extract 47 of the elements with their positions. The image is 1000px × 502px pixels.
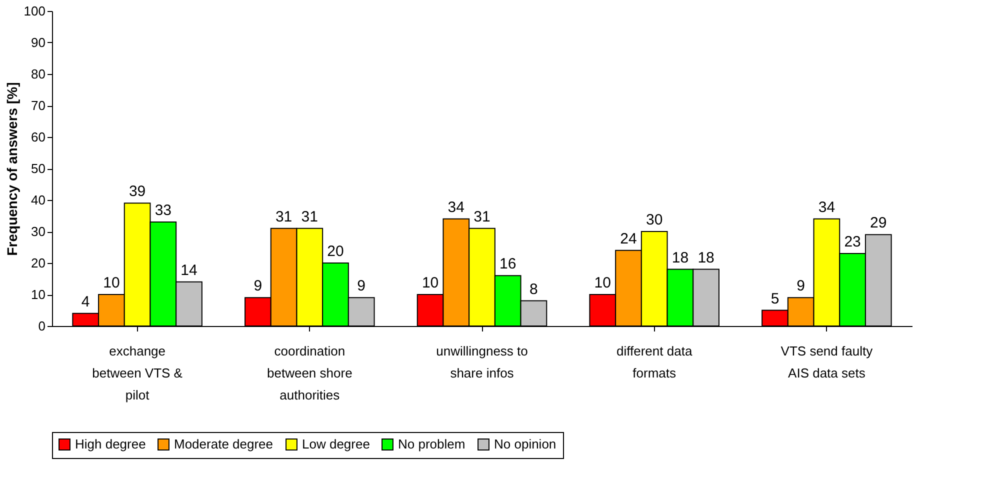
y-tick-label: 10 xyxy=(31,287,46,302)
data-label: 10 xyxy=(422,274,439,292)
data-label: 14 xyxy=(180,262,198,279)
legend-label: Low degree xyxy=(302,436,370,452)
legend-label: High degree xyxy=(75,436,146,452)
data-label: 30 xyxy=(646,212,663,228)
legend-label: Moderate degree xyxy=(174,436,274,452)
data-label: 31 xyxy=(474,208,490,226)
data-label: 33 xyxy=(154,202,172,220)
x-tick-label: coordination between shore authorities xyxy=(267,344,352,402)
data-label: 10 xyxy=(103,274,120,292)
data-label: 24 xyxy=(620,230,637,248)
data-label: 34 xyxy=(448,198,464,216)
data-label: 31 xyxy=(301,208,318,226)
x-tick-label: VTS send faulty AIS data sets xyxy=(780,344,874,380)
legend-label: No opinion xyxy=(494,436,556,452)
data-label: 5 xyxy=(770,290,780,308)
data-label: 29 xyxy=(870,214,887,232)
y-tick-label: 70 xyxy=(31,98,46,113)
y-tick-label: 30 xyxy=(31,224,46,239)
data-label: 10 xyxy=(594,274,611,292)
data-label: 8 xyxy=(530,280,538,298)
y-tick-label: 0 xyxy=(38,318,46,334)
data-label: 31 xyxy=(275,208,292,226)
data-label: 9 xyxy=(796,278,806,295)
y-axis-title: Frequency of answers [%] xyxy=(4,82,20,256)
data-label: 9 xyxy=(357,278,366,295)
data-label: 9 xyxy=(254,278,262,295)
data-label: 23 xyxy=(844,234,861,251)
y-tick-label: 80 xyxy=(31,66,46,82)
x-tick-label: exchange between VTS & pilot xyxy=(92,344,183,402)
y-tick-label: 90 xyxy=(31,35,46,50)
legend-label: No problem xyxy=(398,436,466,452)
y-tick-label: 60 xyxy=(31,130,46,144)
y-tick-label: 50 xyxy=(31,161,46,176)
data-label: 4 xyxy=(81,293,90,310)
y-tick-label: 100 xyxy=(24,4,46,18)
data-label: 16 xyxy=(500,256,516,273)
y-tick-label: 40 xyxy=(31,192,46,208)
data-label: 39 xyxy=(128,183,146,200)
x-tick-label: different data formats xyxy=(616,344,693,380)
data-label: 18 xyxy=(698,249,714,266)
data-label: 18 xyxy=(672,249,689,266)
y-tick-label: 20 xyxy=(31,256,46,270)
data-label: 20 xyxy=(327,243,344,260)
x-tick-label: unwillingness to share infos xyxy=(436,344,528,380)
data-label: 34 xyxy=(818,198,836,216)
